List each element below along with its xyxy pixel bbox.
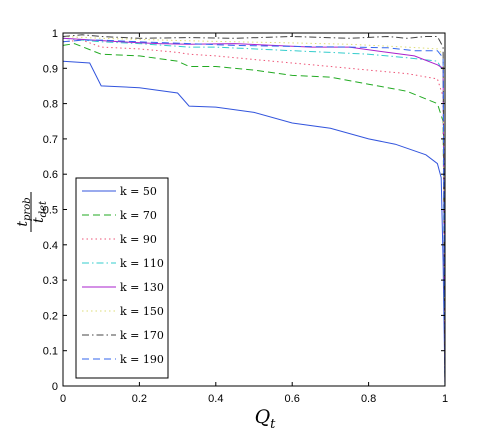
legend-label-3: k = 110 <box>120 257 164 270</box>
y-axis-title-numerator: tprob <box>15 197 33 226</box>
y-axis-title: tprob tdet <box>15 192 49 232</box>
y-denominator-sub: det <box>38 200 49 217</box>
legend-label-6: k = 170 <box>120 329 164 342</box>
y-numerator-main: t <box>15 221 31 227</box>
legend-box <box>75 177 169 379</box>
series-line-4 <box>62 37 446 387</box>
y-tick-label: 0.6 <box>43 169 58 181</box>
x-tick-label: 0 <box>60 393 66 405</box>
legend-label-7: k = 190 <box>120 353 164 366</box>
legend-label-5: k = 150 <box>120 305 164 318</box>
x-tick-label: 0.8 <box>361 393 376 405</box>
y-tick-label: 0 <box>52 381 58 393</box>
y-tick-label: 0.8 <box>43 99 58 111</box>
x-tick-label: 0.4 <box>208 393 223 405</box>
series-line-5 <box>62 36 446 387</box>
series-line-6 <box>62 34 446 387</box>
x-axis-title-sub: t <box>270 417 276 432</box>
y-denominator-main: t <box>31 217 47 223</box>
legend-label-4: k = 130 <box>120 281 164 294</box>
y-tick-label: 0.1 <box>43 346 58 358</box>
ticks-layer: 0 0.2 0.4 0.6 0.8 1 0 0.1 0.2 0.3 0.4 0.5 0.6 0.7 0.8 0… <box>43 28 448 405</box>
y-numerator-sub: prob <box>22 197 33 221</box>
series-line-7 <box>62 39 446 387</box>
legend-label-0: k = 50 <box>120 185 157 198</box>
series-line-0 <box>62 60 446 387</box>
y-axis-title-denominator: tdet <box>31 200 49 223</box>
x-tick-label: 1 <box>442 393 448 405</box>
legend-label-1: k = 70 <box>120 209 157 222</box>
x-tick-label: 0.6 <box>285 393 300 405</box>
legend-label-2: k = 90 <box>120 233 157 246</box>
x-axis-title-main: Q <box>255 406 271 428</box>
series-line-3 <box>62 37 446 387</box>
x-tick-label: 0.2 <box>132 393 147 405</box>
y-tick-label: 1 <box>52 28 58 40</box>
y-tick-label: 0.4 <box>43 240 58 252</box>
y-tick-label: 0.5 <box>43 205 58 217</box>
y-tick-label: 0.2 <box>43 310 58 322</box>
y-tick-label: 0.7 <box>43 134 58 146</box>
series-layer <box>62 34 446 387</box>
y-tick-label: 0.9 <box>43 63 58 75</box>
y-tick-label: 0.3 <box>43 275 58 287</box>
x-axis-title: Qt <box>255 406 277 432</box>
legend: k = 50 k = 70 k = 90 k = 110 k = 130 k = 150 k… <box>75 177 169 379</box>
